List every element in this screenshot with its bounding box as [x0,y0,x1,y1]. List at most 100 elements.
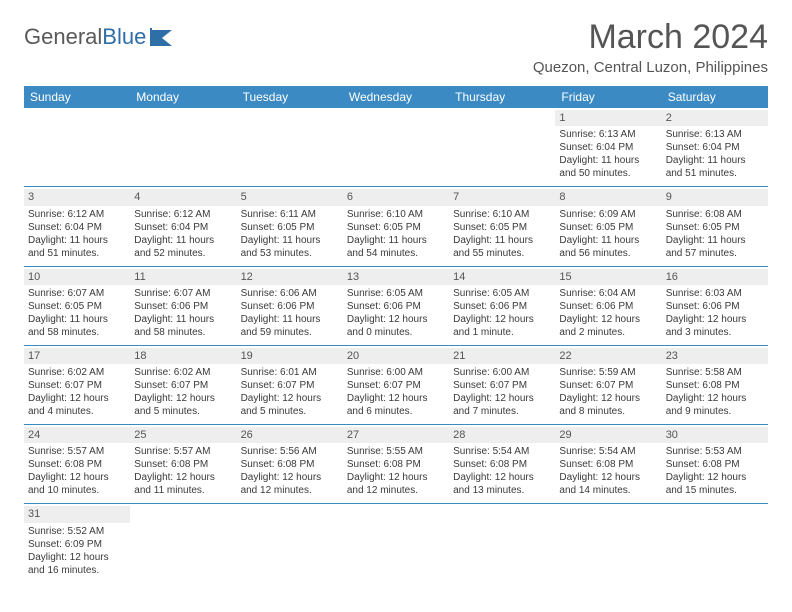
cell-line: and 2 minutes. [559,326,657,339]
day-number: 7 [449,189,555,205]
day-label-wed: Wednesday [343,86,449,108]
calendar-cell: 29Sunrise: 5:54 AMSunset: 6:08 PMDayligh… [555,425,661,503]
cell-line: Sunset: 6:06 PM [241,300,339,313]
cell-line: Daylight: 11 hours [28,234,126,247]
calendar-cell: 17 Sunrise: 6:02 AMSunset: 6:07 PMDayligh… [24,346,130,424]
week-row: 31Sunrise: 5:52 AMSunset: 6:09 PMDayligh… [24,504,768,582]
day-number: 15 [555,269,661,285]
cell-line: Daylight: 12 hours [347,313,445,326]
cell-line: Sunset: 6:08 PM [241,458,339,471]
cell-line: and 15 minutes. [666,484,764,497]
day-number: 28 [449,427,555,443]
day-label-sat: Saturday [662,86,768,108]
calendar-cell [449,504,555,582]
day-number: 21 [449,348,555,364]
cell-line: Sunrise: 6:07 AM [28,287,126,300]
cell-line: Sunset: 6:07 PM [347,379,445,392]
cell-line: and 58 minutes. [134,326,232,339]
day-number: 10 [24,269,130,285]
day-number: 19 [237,348,343,364]
calendar-cell: 24Sunrise: 5:57 AMSunset: 6:08 PMDayligh… [24,425,130,503]
cell-line: Sunset: 6:07 PM [28,379,126,392]
page-title: March 2024 [533,18,768,57]
cell-line: Sunrise: 6:11 AM [241,208,339,221]
cell-line: Sunset: 6:05 PM [666,221,764,234]
day-number: 11 [130,269,236,285]
cell-line: and 54 minutes. [347,247,445,260]
cell-line: Sunset: 6:08 PM [134,458,232,471]
day-number: 2 [662,110,768,126]
cell-line: and 4 minutes. [28,405,126,418]
calendar-cell: 1Sunrise: 6:13 AMSunset: 6:04 PMDaylight… [555,108,661,186]
cell-line: Sunrise: 5:54 AM [559,445,657,458]
cell-line: Sunrise: 6:06 AM [241,287,339,300]
cell-line: Sunset: 6:08 PM [666,458,764,471]
calendar-cell [343,504,449,582]
day-number: 6 [343,189,449,205]
cell-line: Sunrise: 6:04 AM [559,287,657,300]
cell-line: Sunset: 6:08 PM [28,458,126,471]
brand-first: General [24,24,102,50]
calendar-cell: 12Sunrise: 6:06 AMSunset: 6:06 PMDayligh… [237,267,343,345]
cell-line: and 12 minutes. [241,484,339,497]
calendar-cell [130,504,236,582]
cell-line: Sunrise: 6:07 AM [134,287,232,300]
cell-line: Daylight: 12 hours [28,392,126,405]
calendar-cell: 30Sunrise: 5:53 AMSunset: 6:08 PMDayligh… [662,425,768,503]
cell-line: and 8 minutes. [559,405,657,418]
cell-line: Sunset: 6:06 PM [453,300,551,313]
calendar-cell: 11Sunrise: 6:07 AMSunset: 6:06 PMDayligh… [130,267,236,345]
calendar-cell [449,108,555,186]
day-number: 5 [237,189,343,205]
cell-line: Sunrise: 6:12 AM [134,208,232,221]
week-row: 17Sunrise: 6:02 AMSunset: 6:07 PMDayligh… [24,346,768,425]
day-number: 16 [662,269,768,285]
day-label-tue: Tuesday [237,86,343,108]
cell-line: and 14 minutes. [559,484,657,497]
cell-line: and 55 minutes. [453,247,551,260]
cell-line: and 5 minutes. [241,405,339,418]
cell-line: Daylight: 11 hours [28,313,126,326]
cell-line: Sunset: 6:04 PM [666,141,764,154]
day-number: 26 [237,427,343,443]
cell-line: and 6 minutes. [347,405,445,418]
cell-line: Sunrise: 6:10 AM [347,208,445,221]
calendar-cell: 23Sunrise: 5:58 AMSunset: 6:08 PMDayligh… [662,346,768,424]
cell-line: and 9 minutes. [666,405,764,418]
day-number: 23 [662,348,768,364]
cell-line: Sunrise: 6:00 AM [347,366,445,379]
cell-line: Sunrise: 6:02 AM [134,366,232,379]
day-number: 17 [24,348,130,364]
calendar-cell: 10Sunrise: 6:07 AMSunset: 6:05 PMDayligh… [24,267,130,345]
cell-line: and 3 minutes. [666,326,764,339]
cell-line: Daylight: 12 hours [134,392,232,405]
calendar-cell: 15Sunrise: 6:04 AMSunset: 6:06 PMDayligh… [555,267,661,345]
cell-line: Sunrise: 5:53 AM [666,445,764,458]
cell-line: Sunrise: 5:57 AM [134,445,232,458]
calendar-cell: 3Sunrise: 6:12 AMSunset: 6:04 PMDaylight… [24,187,130,265]
cell-line: and 58 minutes. [28,326,126,339]
cell-line: Daylight: 12 hours [453,471,551,484]
cell-line: and 16 minutes. [28,564,126,577]
cell-line: Sunrise: 6:05 AM [347,287,445,300]
cell-line: Sunset: 6:04 PM [28,221,126,234]
cell-line: Sunrise: 6:02 AM [28,366,126,379]
cell-line: Sunset: 6:08 PM [347,458,445,471]
day-number: 22 [555,348,661,364]
day-number: 24 [24,427,130,443]
cell-line: Sunset: 6:06 PM [559,300,657,313]
cell-line: and 1 minute. [453,326,551,339]
cell-line: Sunrise: 5:55 AM [347,445,445,458]
day-label-thu: Thursday [449,86,555,108]
calendar-cell: 2Sunrise: 6:13 AMSunset: 6:04 PMDaylight… [662,108,768,186]
cell-line: Daylight: 12 hours [666,471,764,484]
day-label-fri: Friday [555,86,661,108]
cell-line: Sunset: 6:05 PM [241,221,339,234]
cell-line: Sunrise: 5:54 AM [453,445,551,458]
cell-line: Daylight: 12 hours [559,392,657,405]
cell-line: Sunrise: 5:58 AM [666,366,764,379]
cell-line: Daylight: 12 hours [134,471,232,484]
cell-line: Sunset: 6:06 PM [666,300,764,313]
cell-line: Sunset: 6:07 PM [134,379,232,392]
cell-line: Sunset: 6:05 PM [347,221,445,234]
